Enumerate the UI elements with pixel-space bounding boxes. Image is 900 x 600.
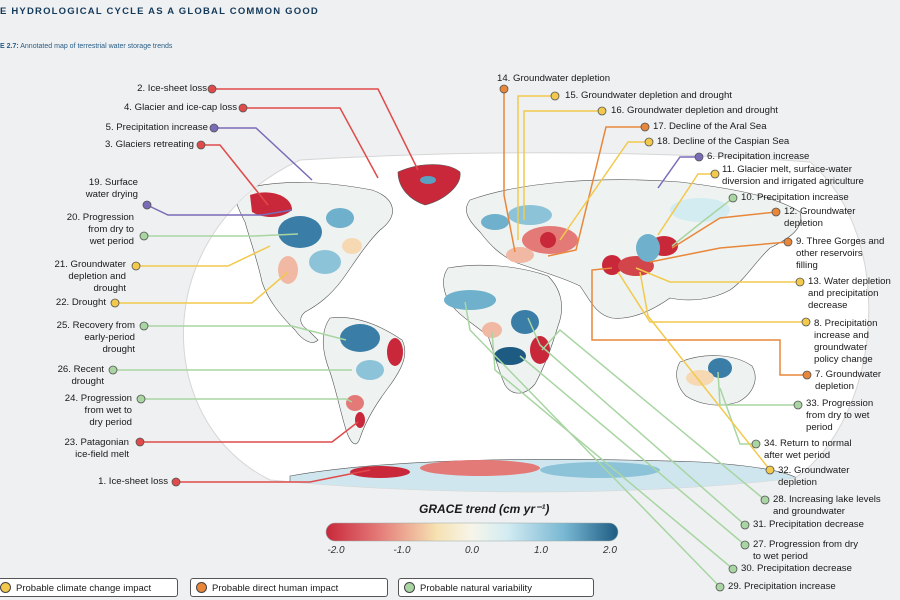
leader-markers — [108, 84, 812, 592]
marker-21 — [131, 261, 141, 271]
annotation-9: 9. Three Gorges and other reservoirs fil… — [796, 236, 885, 271]
annotation-1: 1. Ice-sheet loss — [98, 476, 168, 487]
marker-7 — [802, 370, 812, 380]
marker-28 — [760, 495, 770, 505]
annotation-24: 24. Progression from wet to dry period — [64, 393, 132, 428]
annotation-33: 33. Progression from dry to wet period — [806, 398, 874, 433]
colorbar-tick: 2.0 — [603, 545, 617, 556]
marker-6 — [694, 152, 704, 162]
annotation-2: 2. Ice-sheet loss — [137, 83, 207, 94]
marker-11 — [710, 169, 720, 179]
annotation-15: 15. Groundwater depletion and drought — [565, 90, 732, 101]
marker-3 — [196, 140, 206, 150]
annotation-21: 21. Groundwater depletion and drought — [54, 259, 126, 294]
marker-9 — [783, 237, 793, 247]
annotation-30: 30. Precipitation decrease — [741, 563, 852, 574]
marker-23 — [135, 437, 145, 447]
greenland — [397, 164, 461, 206]
colorbar-tick: 1.0 — [534, 545, 548, 556]
annotation-5: 5. Precipitation increase — [105, 122, 208, 133]
colorbar — [325, 522, 619, 542]
annotation-34: 34. Return to normal after wet period — [764, 438, 852, 461]
legend-human-label: Probable direct human impact — [212, 583, 339, 594]
legend-human: Probable direct human impact — [190, 578, 388, 597]
legend-climate-swatch — [0, 581, 11, 593]
colorbar-tick: -2.0 — [327, 545, 345, 556]
marker-5 — [209, 123, 219, 133]
marker-29 — [715, 582, 725, 592]
annotation-25: 25. Recovery from early-period drought — [56, 320, 135, 355]
marker-31 — [740, 520, 750, 530]
annotation-19: 19. Surface water drying — [85, 177, 138, 200]
legend-natural: Probable natural variability — [398, 578, 594, 597]
annotation-23: 23. Patagonian ice-field melt — [64, 437, 129, 460]
annotation-13: 13. Water depletion and precipitation de… — [808, 276, 891, 311]
marker-15 — [550, 91, 560, 101]
marker-25 — [139, 321, 149, 331]
legend-human-swatch — [196, 581, 207, 593]
leader-lines — [113, 88, 807, 588]
marker-14 — [499, 84, 509, 94]
marker-10 — [728, 193, 738, 203]
marker-30 — [728, 564, 738, 574]
annotation-11: 11. Glacier melt, surface-water diversio… — [722, 164, 864, 187]
figure-label: E 2.7: — [0, 43, 19, 50]
annotation-32: 32. Groundwater depletion — [778, 465, 850, 488]
colorbar-title: GRACE trend (cm yr⁻¹) — [419, 502, 550, 516]
annotation-18: 18. Decline of the Caspian Sea — [657, 136, 790, 147]
annotation-17: 17. Decline of the Aral Sea — [653, 121, 767, 132]
annotation-26: 26. Recent drought — [57, 364, 104, 387]
annotation-3: 3. Glaciers retreating — [104, 139, 194, 150]
annotation-10: 10. Precipitation increase — [741, 192, 849, 203]
annotation-20: 20. Progression from dry to wet period — [66, 212, 134, 247]
legend-natural-label: Probable natural variability — [420, 583, 532, 594]
marker-22 — [110, 298, 120, 308]
marker-2 — [207, 84, 217, 94]
figure-caption: E 2.7: Annotated map of terrestrial wate… — [0, 43, 172, 50]
figure-caption-text: Annotated map of terrestrial water stora… — [20, 43, 173, 50]
annotation-12: 12. Groundwater depletion — [784, 206, 856, 229]
legend-natural-swatch — [404, 581, 415, 593]
legend-climate: Probable climate change impact — [0, 578, 178, 597]
marker-16 — [597, 106, 607, 116]
marker-32 — [765, 465, 775, 475]
section-header: E HYDROLOGICAL CYCLE AS A GLOBAL COMMON … — [0, 6, 319, 17]
marker-20 — [139, 231, 149, 241]
annotation-27: 27. Progression from dry to wet period — [753, 539, 859, 562]
marker-19 — [142, 200, 152, 210]
annotation-14: 14. Groundwater depletion — [497, 73, 611, 84]
marker-34 — [751, 439, 761, 449]
marker-24 — [136, 394, 146, 404]
marker-18 — [644, 137, 654, 147]
marker-8 — [801, 317, 811, 327]
colorbar-tick: 0.0 — [465, 545, 479, 556]
marker-4 — [238, 103, 248, 113]
marker-17 — [640, 122, 650, 132]
annotation-4: 4. Glacier and ice-cap loss — [123, 102, 237, 113]
annotation-22: 22. Drought — [55, 297, 106, 308]
trend-anomalies — [250, 192, 732, 478]
annotation-6: 6. Precipitation increase — [707, 151, 810, 162]
annotation-7: 7. Groundwater depletion — [815, 369, 882, 392]
legend-climate-label: Probable climate change impact — [16, 583, 152, 594]
marker-33 — [793, 400, 803, 410]
marker-1 — [171, 477, 181, 487]
marker-13 — [795, 277, 805, 287]
annotation-16: 16. Groundwater depletion and drought — [611, 105, 778, 116]
annotation-8: 8. Precipitation increase and groundwate… — [814, 318, 878, 365]
south-america — [322, 317, 406, 445]
colorbar-tick: -1.0 — [393, 545, 411, 556]
marker-26 — [108, 365, 118, 375]
marker-27 — [740, 540, 750, 550]
marker-12 — [771, 207, 781, 217]
annotation-28: 28. Increasing lake levels and groundwat… — [773, 494, 881, 517]
annotation-31: 31. Precipitation decrease — [753, 519, 864, 530]
australia — [676, 355, 756, 406]
annotation-29: 29. Precipitation increase — [728, 581, 836, 592]
